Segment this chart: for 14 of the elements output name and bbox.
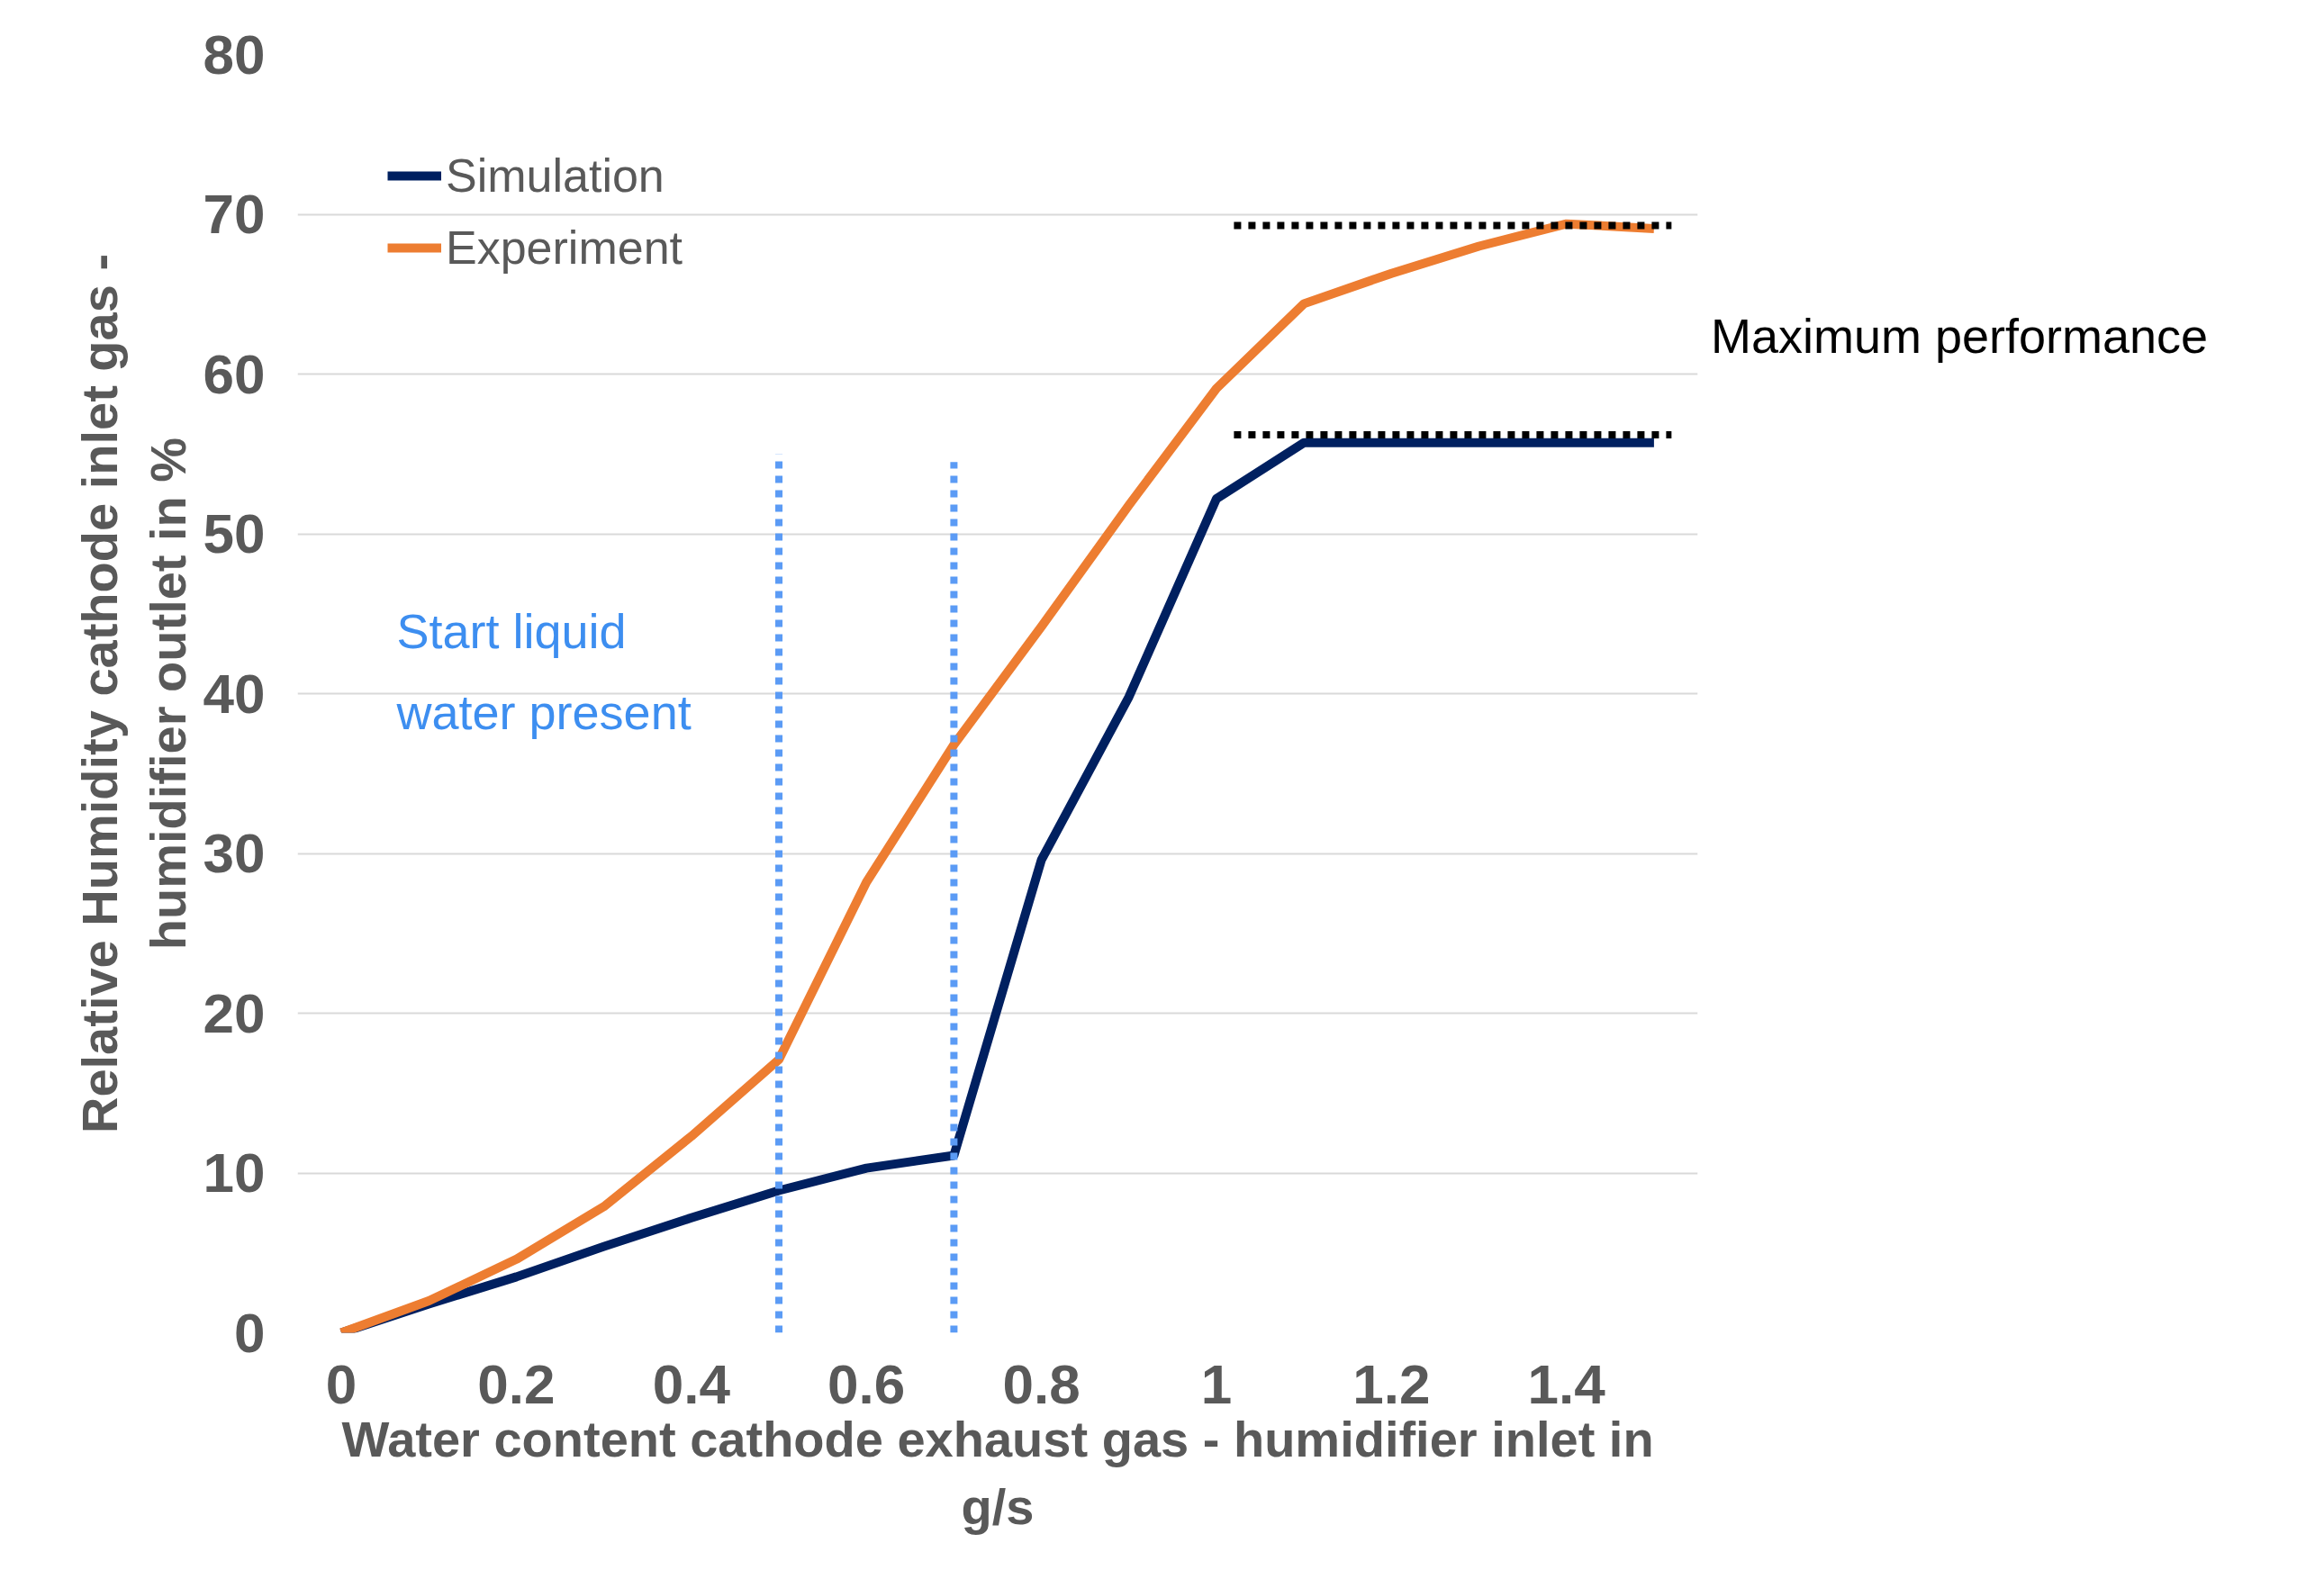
y-tick-label: 70 (203, 183, 266, 245)
y-tick-label: 40 (203, 662, 266, 725)
y-axis-title: Relative Humidity cathode inlet gas - humidifier outlet in % (70, 253, 196, 1134)
y-tick-label: 80 (203, 23, 266, 86)
legend-label: Simulation (446, 149, 665, 203)
text: Maximum performance (1711, 308, 2209, 365)
annotation: Start liquid water present (395, 603, 692, 739)
y-tick-label: 0 (234, 1301, 266, 1364)
legend-label: Experiment (446, 221, 683, 275)
y-tick-label: 30 (203, 822, 266, 884)
y-tick-label: 50 (203, 502, 266, 564)
y-tick-label: 10 (203, 1141, 266, 1204)
y-tick-label: 20 (203, 981, 266, 1044)
y-tick-label: 60 (203, 342, 266, 405)
